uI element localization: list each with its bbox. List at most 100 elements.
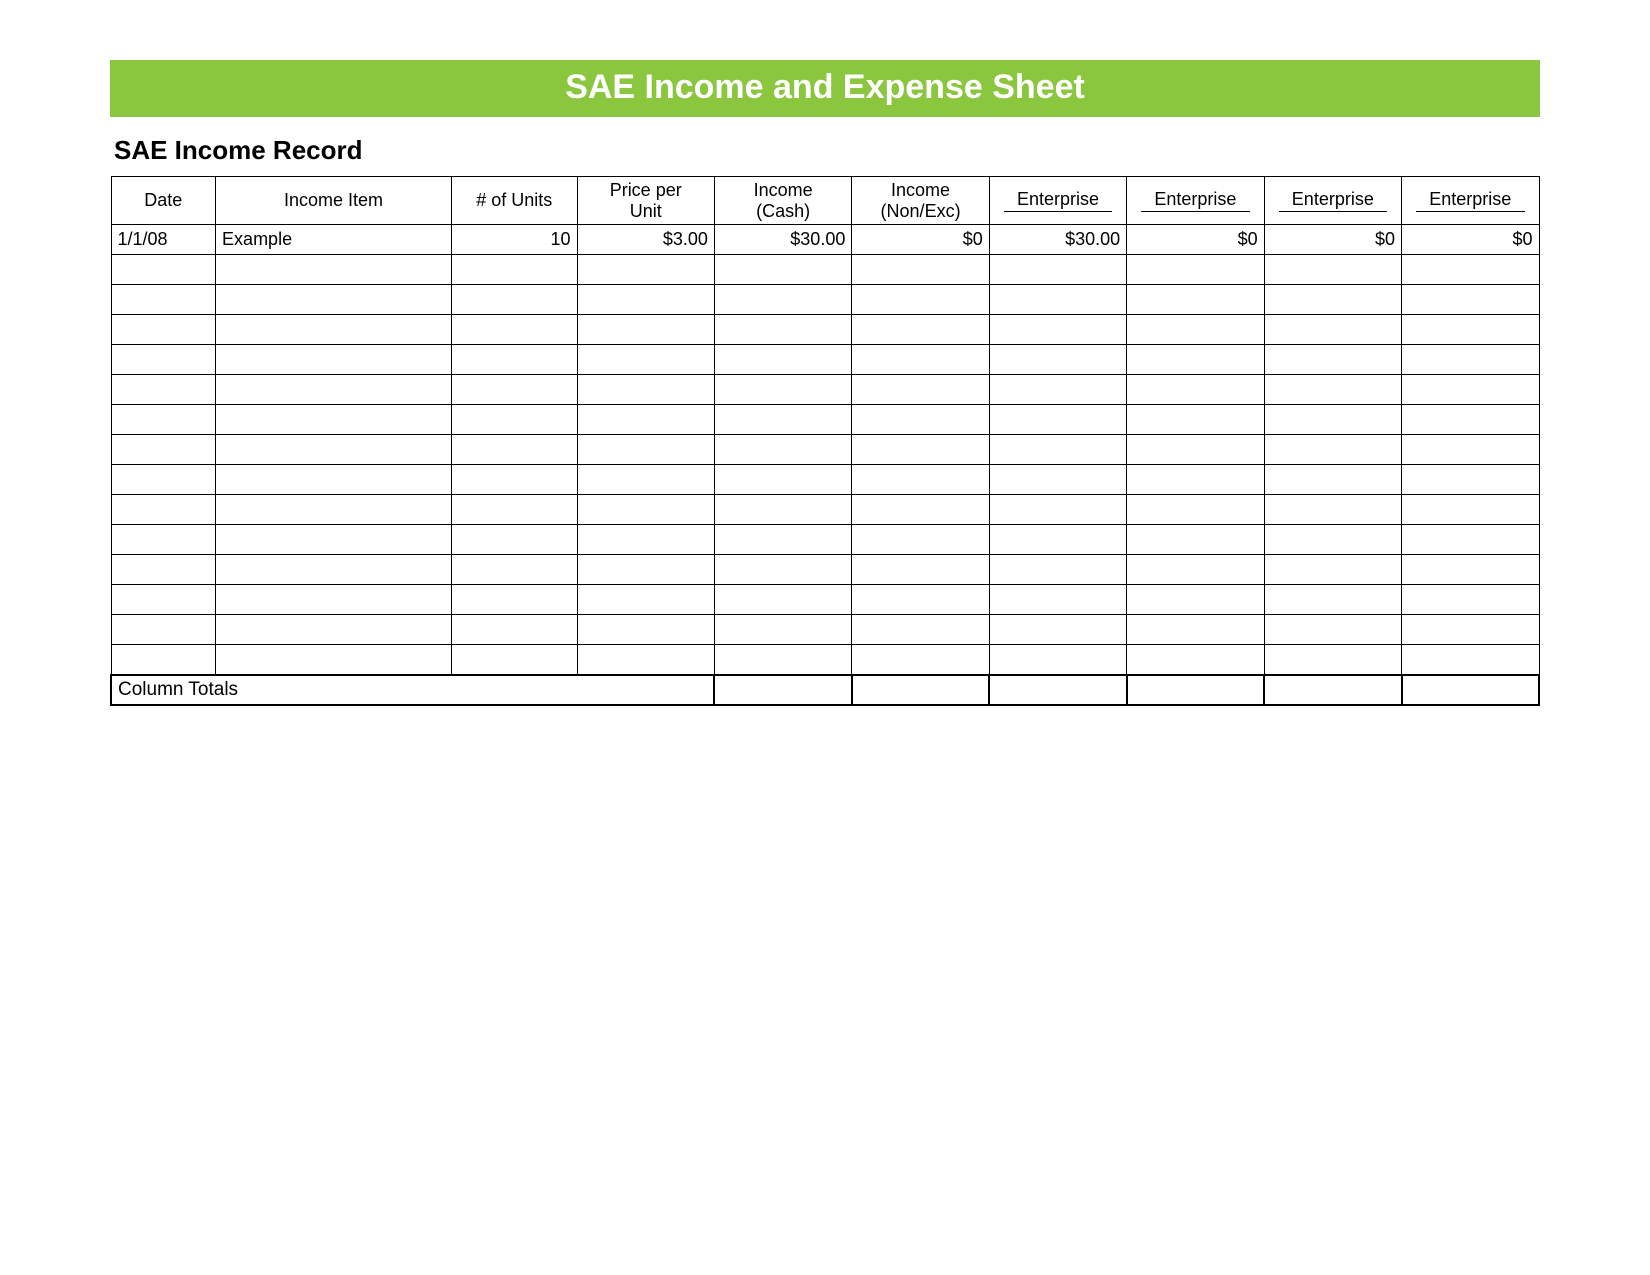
table-cell[interactable] (216, 375, 452, 405)
table-cell[interactable] (1402, 525, 1539, 555)
table-cell[interactable]: 10 (452, 225, 577, 255)
table-cell[interactable] (216, 615, 452, 645)
table-cell[interactable] (989, 615, 1126, 645)
table-cell[interactable] (216, 285, 452, 315)
table-cell[interactable] (452, 315, 577, 345)
table-cell[interactable] (216, 435, 452, 465)
table-cell[interactable] (216, 555, 452, 585)
table-cell[interactable] (216, 315, 452, 345)
table-cell[interactable] (1127, 315, 1264, 345)
table-cell[interactable] (714, 285, 851, 315)
table-cell[interactable] (1402, 435, 1539, 465)
table-cell[interactable] (452, 405, 577, 435)
table-cell[interactable] (989, 495, 1126, 525)
table-cell[interactable] (111, 555, 216, 585)
table-cell[interactable] (714, 645, 851, 675)
table-cell[interactable] (714, 525, 851, 555)
table-cell[interactable] (989, 405, 1126, 435)
table-cell[interactable] (452, 435, 577, 465)
table-cell[interactable] (452, 255, 577, 285)
table-cell[interactable] (111, 435, 216, 465)
table-cell[interactable] (1402, 465, 1539, 495)
table-cell[interactable] (1264, 585, 1401, 615)
table-cell[interactable] (577, 645, 714, 675)
table-cell[interactable] (852, 495, 989, 525)
table-cell[interactable]: Example (216, 225, 452, 255)
table-cell[interactable] (1264, 345, 1401, 375)
table-cell[interactable]: $0 (1127, 225, 1264, 255)
table-cell[interactable] (714, 315, 851, 345)
table-cell[interactable] (216, 525, 452, 555)
table-cell[interactable] (577, 525, 714, 555)
table-cell[interactable] (1264, 285, 1401, 315)
table-cell[interactable] (714, 255, 851, 285)
table-cell[interactable] (577, 255, 714, 285)
table-cell[interactable] (1127, 345, 1264, 375)
table-cell[interactable] (989, 645, 1126, 675)
table-cell[interactable]: $0 (852, 225, 989, 255)
table-cell[interactable] (452, 285, 577, 315)
table-cell[interactable] (577, 435, 714, 465)
table-cell[interactable]: 1/1/08 (111, 225, 216, 255)
table-cell[interactable] (1402, 375, 1539, 405)
table-cell[interactable] (1127, 375, 1264, 405)
table-cell[interactable] (989, 345, 1126, 375)
table-cell[interactable]: $0 (1402, 225, 1539, 255)
table-cell[interactable] (577, 375, 714, 405)
table-cell[interactable] (577, 555, 714, 585)
table-cell[interactable] (989, 585, 1126, 615)
table-cell[interactable] (452, 495, 577, 525)
table-cell[interactable] (714, 405, 851, 435)
table-cell[interactable] (111, 405, 216, 435)
table-cell[interactable] (1264, 615, 1401, 645)
table-cell[interactable] (1264, 525, 1401, 555)
table-cell[interactable] (111, 375, 216, 405)
table-cell[interactable] (852, 585, 989, 615)
table-cell[interactable] (452, 555, 577, 585)
table-cell[interactable] (1127, 495, 1264, 525)
table-cell[interactable] (111, 645, 216, 675)
table-cell[interactable] (989, 255, 1126, 285)
table-cell[interactable] (1264, 555, 1401, 585)
table-cell[interactable] (452, 585, 577, 615)
table-cell[interactable] (714, 495, 851, 525)
table-cell[interactable] (989, 555, 1126, 585)
table-cell[interactable] (111, 465, 216, 495)
table-cell[interactable] (452, 375, 577, 405)
table-cell[interactable] (216, 405, 452, 435)
table-cell[interactable] (1264, 255, 1401, 285)
table-cell[interactable] (1402, 285, 1539, 315)
table-cell[interactable] (989, 525, 1126, 555)
table-cell[interactable] (1127, 645, 1264, 675)
table-cell[interactable] (111, 255, 216, 285)
table-cell[interactable] (1264, 495, 1401, 525)
table-cell[interactable] (577, 405, 714, 435)
table-cell[interactable] (852, 255, 989, 285)
table-cell[interactable] (216, 255, 452, 285)
table-cell[interactable] (852, 645, 989, 675)
table-cell[interactable] (714, 465, 851, 495)
table-cell[interactable] (452, 645, 577, 675)
table-cell[interactable] (452, 465, 577, 495)
table-cell[interactable] (1264, 405, 1401, 435)
table-cell[interactable] (1127, 435, 1264, 465)
table-cell[interactable] (852, 315, 989, 345)
table-cell[interactable] (989, 285, 1126, 315)
table-cell[interactable]: $30.00 (714, 225, 851, 255)
table-cell[interactable] (1127, 465, 1264, 495)
table-cell[interactable] (1127, 555, 1264, 585)
table-cell[interactable] (216, 585, 452, 615)
table-cell[interactable] (111, 525, 216, 555)
table-cell[interactable] (577, 285, 714, 315)
table-cell[interactable] (852, 555, 989, 585)
table-cell[interactable] (714, 585, 851, 615)
table-cell[interactable] (1264, 375, 1401, 405)
table-cell[interactable]: $3.00 (577, 225, 714, 255)
table-cell[interactable] (1127, 525, 1264, 555)
table-cell[interactable] (714, 375, 851, 405)
table-cell[interactable] (577, 615, 714, 645)
table-cell[interactable] (852, 285, 989, 315)
table-cell[interactable] (989, 435, 1126, 465)
table-cell[interactable] (852, 615, 989, 645)
table-cell[interactable] (989, 465, 1126, 495)
